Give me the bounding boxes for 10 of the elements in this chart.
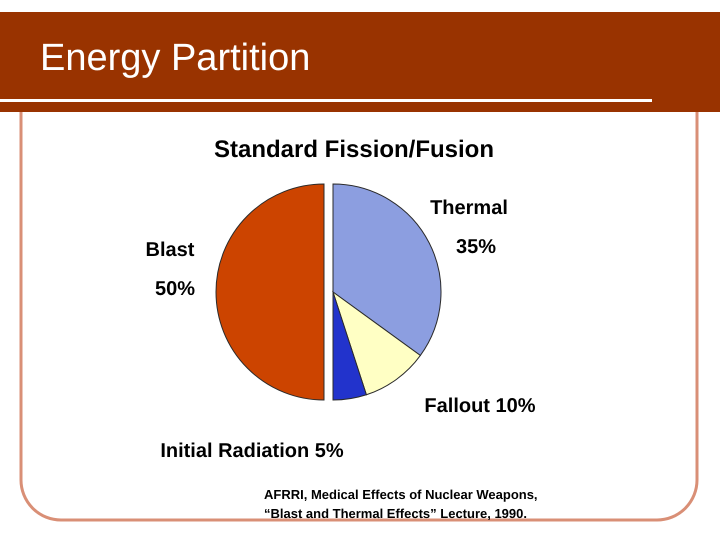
chart-title: Energy Partition <box>40 37 310 79</box>
data-label: 50% <box>154 278 196 300</box>
slice-label: Thermal <box>430 197 508 219</box>
data-label: 35% <box>456 236 496 258</box>
slice-label: Fallout 10% <box>424 395 536 417</box>
chart-subtitle: Standard Fission/Fusion <box>214 136 494 163</box>
text: “Blast and Thermal Effects” Lecture, 1990. <box>264 506 527 521</box>
slice-label: Initial Radiation 5% <box>160 440 344 462</box>
text: AFRRI, Medical Effects of Nuclear Weapons, <box>264 487 538 502</box>
slice-label: Blast <box>146 239 195 261</box>
